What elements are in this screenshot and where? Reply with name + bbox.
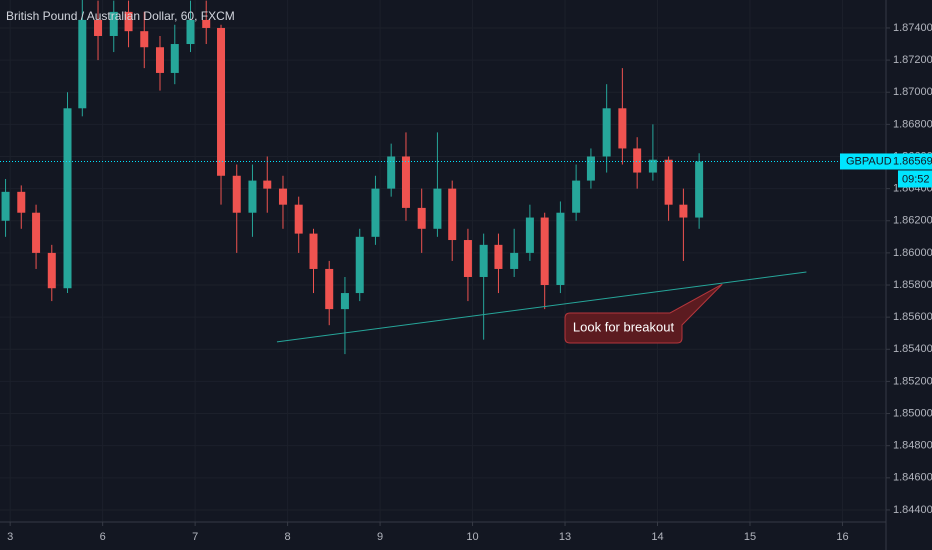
candle-body: [433, 188, 442, 229]
symbol-label: GBPAUD: [846, 155, 892, 167]
candle-body: [633, 148, 642, 173]
candle-body: [325, 268, 334, 310]
x-tick-label: 13: [559, 531, 571, 543]
y-tick-label: 1.84800: [893, 440, 932, 452]
candle-body: [232, 175, 241, 213]
y-tick-label: 1.85200: [893, 375, 932, 387]
y-tick-label: 1.85600: [893, 311, 932, 323]
candle-body: [340, 293, 349, 310]
annotation-callout: [564, 283, 723, 344]
x-tick-label: 10: [466, 531, 478, 543]
candle-body: [618, 108, 627, 149]
grid: [0, 0, 885, 522]
candle-body: [63, 108, 72, 289]
x-tick-label: 8: [285, 531, 291, 543]
candle-body: [124, 11, 133, 32]
candle-body: [586, 156, 595, 181]
candle-body: [140, 31, 149, 48]
y-tick-label: 1.85000: [893, 407, 932, 419]
overlay: Look for breakout GBPAUD 1.86569 09:52: [0, 153, 932, 344]
candle-body: [448, 188, 457, 241]
candle-body: [263, 180, 272, 189]
candle-body: [679, 204, 688, 218]
y-tick-label: 1.84400: [893, 504, 932, 516]
y-tick-label: 1.86200: [893, 215, 932, 227]
x-tick-label: 15: [744, 531, 756, 543]
x-tick-label: 3: [7, 531, 13, 543]
candle-body: [510, 252, 519, 269]
candle-body: [155, 47, 164, 73]
x-tick-label: 7: [192, 531, 198, 543]
candle-body: [94, 19, 103, 36]
candle-body: [648, 159, 657, 173]
candle-body: [47, 252, 56, 289]
candle-body: [32, 212, 41, 253]
candle-body: [1, 191, 10, 221]
y-tick-label: 1.87400: [893, 22, 932, 34]
trendline: [276, 271, 807, 343]
candle-body: [248, 180, 257, 213]
candle-body: [695, 161, 704, 218]
candle-body: [463, 240, 472, 277]
candle-body: [540, 217, 549, 286]
candle-body: [78, 19, 87, 109]
candle-body: [525, 217, 534, 253]
y-tick-label: 1.85400: [893, 343, 932, 355]
candle-body: [387, 156, 396, 189]
x-tick-label: 6: [100, 531, 106, 543]
countdown-label: 09:52: [902, 173, 930, 185]
candle-body: [371, 188, 380, 237]
annotation-text: Look for breakout: [573, 319, 675, 334]
last-price-label: 1.86569: [893, 155, 932, 167]
candle-body: [17, 191, 26, 213]
candle-body: [479, 244, 488, 277]
y-tick-label: 1.86800: [893, 118, 932, 130]
candle-body: [278, 188, 287, 205]
candle-body: [556, 212, 565, 286]
candle-body: [602, 108, 611, 157]
candle-body: [417, 207, 426, 229]
y-tick-label: 1.86000: [893, 247, 932, 259]
candle-body: [309, 233, 318, 269]
plot-area: [1, 0, 704, 355]
candle-body: [494, 244, 503, 269]
y-tick-label: 1.84600: [893, 472, 932, 484]
y-tick-label: 1.87200: [893, 54, 932, 66]
candle-body: [401, 156, 410, 208]
y-tick-label: 1.85800: [893, 279, 932, 291]
candle-body: [109, 11, 118, 36]
last-price-box: [840, 153, 932, 170]
chart-title: British Pound / Australian Dollar, 60, F…: [6, 9, 235, 23]
x-tick-label: 9: [377, 531, 383, 543]
x-tick-label: 14: [651, 531, 663, 543]
candle-body: [664, 159, 673, 205]
y-tick-label: 1.87000: [893, 86, 932, 98]
candle-body: [294, 204, 303, 234]
candle-body: [572, 180, 581, 213]
candle-body: [217, 27, 226, 176]
candle-body: [170, 44, 179, 73]
x-tick-label: 16: [836, 531, 848, 543]
candle-body: [186, 19, 195, 45]
candle-body: [355, 236, 364, 294]
countdown-box: [898, 170, 932, 188]
candle-body: [202, 19, 211, 28]
